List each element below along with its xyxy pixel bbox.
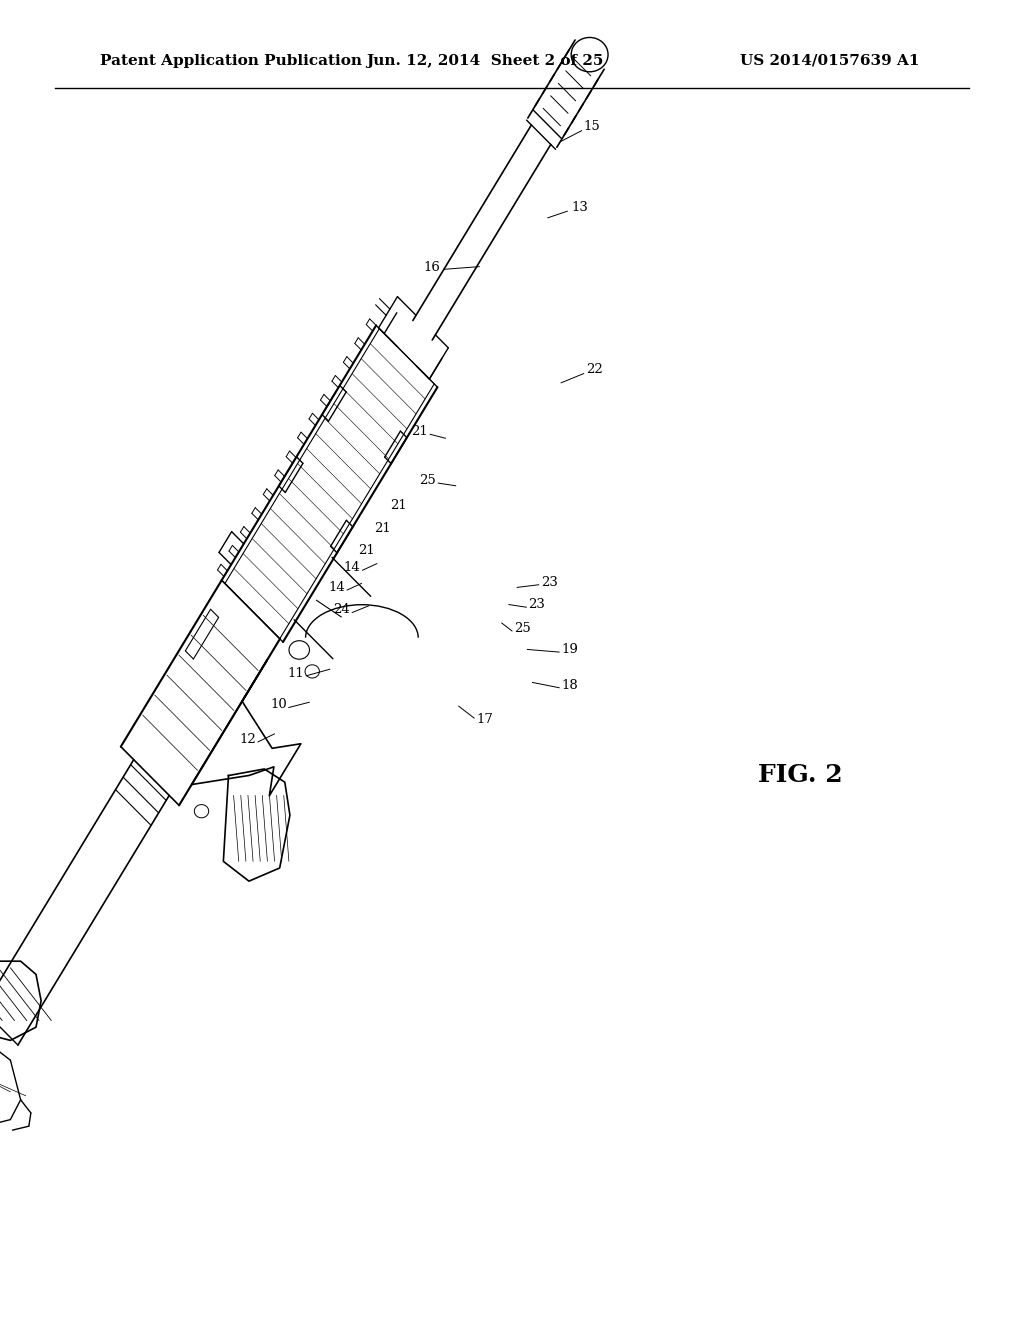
Text: Jun. 12, 2014  Sheet 2 of 25: Jun. 12, 2014 Sheet 2 of 25 xyxy=(367,54,604,67)
Text: 18: 18 xyxy=(561,678,578,692)
Text: 19: 19 xyxy=(561,643,578,656)
Text: 21: 21 xyxy=(375,521,391,535)
Text: 17: 17 xyxy=(476,713,493,726)
Text: 12: 12 xyxy=(240,733,256,746)
Text: 21: 21 xyxy=(358,544,375,557)
Text: 21: 21 xyxy=(390,499,407,512)
Text: 14: 14 xyxy=(329,581,345,594)
Text: 25: 25 xyxy=(514,622,530,635)
Text: 15: 15 xyxy=(584,120,600,133)
Text: 21: 21 xyxy=(412,425,428,438)
Text: Patent Application Publication: Patent Application Publication xyxy=(100,54,362,67)
Text: 22: 22 xyxy=(586,363,602,376)
Text: 16: 16 xyxy=(424,261,440,275)
Text: US 2014/0157639 A1: US 2014/0157639 A1 xyxy=(740,54,920,67)
Text: FIG. 2: FIG. 2 xyxy=(758,763,843,787)
Text: 24: 24 xyxy=(334,603,350,616)
Text: 13: 13 xyxy=(571,201,588,214)
Text: 14: 14 xyxy=(344,561,360,574)
Text: 10: 10 xyxy=(270,698,287,711)
Text: 23: 23 xyxy=(528,598,545,611)
Text: 23: 23 xyxy=(541,576,557,589)
Text: 11: 11 xyxy=(288,667,304,680)
Text: 25: 25 xyxy=(420,474,436,487)
